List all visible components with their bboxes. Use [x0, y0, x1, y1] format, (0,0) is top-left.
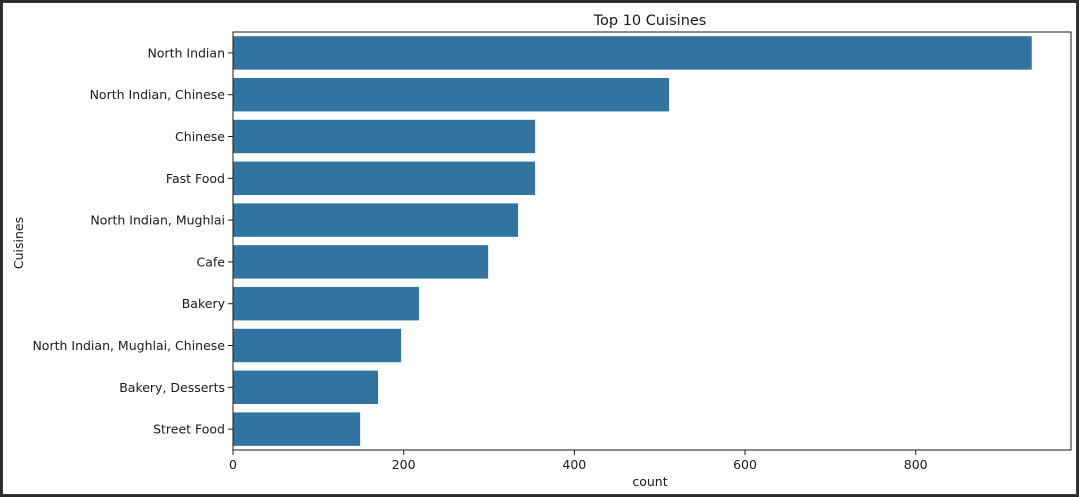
bar	[233, 370, 379, 405]
bar	[233, 36, 1032, 70]
y-tick-label: Chinese	[175, 129, 225, 144]
bar	[233, 77, 670, 112]
x-tick-label: 0	[229, 457, 237, 472]
y-tick-label: Bakery	[182, 296, 226, 311]
x-tick-label: 400	[562, 457, 586, 472]
x-axis-title: count	[632, 474, 667, 489]
x-tick-label: 800	[904, 457, 928, 472]
bar	[233, 245, 489, 279]
x-tick-label: 600	[733, 457, 757, 472]
y-tick-label: North Indian, Mughlai, Chinese	[32, 338, 225, 353]
y-tick-label: North Indian	[147, 45, 225, 60]
y-axis-title: Cuisines	[11, 217, 26, 269]
bar	[233, 161, 536, 196]
plot-area: North Indian North Indian, Chinese Chinese…	[32, 31, 1072, 472]
plot-border	[232, 31, 1072, 451]
bar	[233, 203, 519, 237]
bar	[233, 286, 420, 321]
y-tick-label: Cafe	[197, 254, 226, 269]
x-tick-label: 200	[392, 457, 416, 472]
bar	[233, 412, 361, 446]
bar-chart: North Indian North Indian, Chinese Chinese…	[11, 13, 1072, 489]
y-tick-label: North Indian, Mughlai	[90, 213, 225, 228]
bar	[233, 328, 402, 363]
y-tick-label: Fast Food	[166, 171, 225, 186]
chart-title: Top 10 Cuisines	[593, 13, 707, 29]
bar	[233, 119, 536, 154]
y-tick-label: Bakery, Desserts	[119, 380, 225, 395]
y-tick-label: Street Food	[153, 422, 225, 437]
y-tick-label: North Indian, Chinese	[90, 87, 226, 102]
